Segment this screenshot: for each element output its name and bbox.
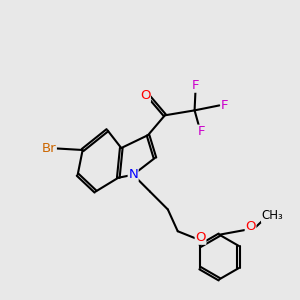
Text: F: F <box>192 79 199 92</box>
Text: F: F <box>221 99 229 112</box>
Text: Br: Br <box>42 142 56 154</box>
Text: N: N <box>128 168 138 181</box>
Text: O: O <box>195 231 206 244</box>
Text: F: F <box>197 125 205 138</box>
Text: CH₃: CH₃ <box>262 209 283 222</box>
Text: O: O <box>245 220 256 233</box>
Text: O: O <box>140 89 150 102</box>
